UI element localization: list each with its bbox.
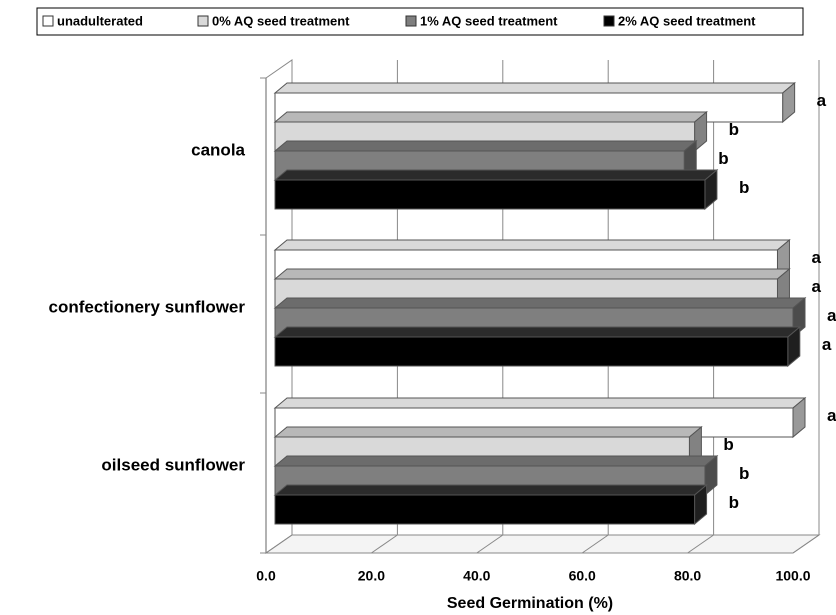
x-tick	[581, 534, 609, 554]
legend-label: 2% AQ seed treatment	[618, 13, 756, 28]
significance-letter: a	[811, 277, 821, 296]
bar-top	[273, 169, 719, 181]
significance-letter: a	[827, 306, 836, 325]
x-tick	[265, 534, 293, 554]
x-tick-label: 100.0	[775, 568, 810, 584]
x-tick-label: 60.0	[569, 568, 596, 584]
legend-label: 1% AQ seed treatment	[420, 13, 558, 28]
significance-letter: a	[817, 91, 827, 110]
significance-letter: b	[739, 464, 749, 483]
bar-top	[273, 268, 791, 280]
significance-letter: a	[811, 248, 821, 267]
legend-swatch	[42, 15, 54, 27]
x-axis-title: Seed Germination (%)	[447, 595, 613, 612]
significance-letter: a	[822, 335, 832, 354]
x-tick-label: 80.0	[674, 568, 701, 584]
bar-top	[273, 239, 791, 251]
bar-top	[273, 397, 807, 409]
x-tick	[792, 534, 820, 554]
significance-letter: b	[729, 493, 739, 512]
significance-letter: a	[827, 406, 836, 425]
bar-top	[273, 426, 703, 438]
bar-top	[273, 140, 698, 152]
legend-label: 0% AQ seed treatment	[212, 13, 350, 28]
bar	[274, 179, 706, 210]
legend-swatch	[405, 15, 417, 27]
x-tick	[687, 534, 714, 554]
x-tick	[476, 534, 504, 554]
bar	[274, 336, 789, 367]
x-tick-label: 0.0	[256, 568, 276, 584]
category-label: oilseed sunflower	[101, 455, 245, 474]
bar-top	[273, 297, 807, 309]
category-label: confectionery sunflower	[49, 297, 246, 316]
x-tick	[371, 534, 398, 554]
legend-box	[36, 7, 804, 36]
significance-letter: b	[718, 149, 728, 168]
x-tick-label: 40.0	[463, 568, 490, 584]
bar-top	[273, 484, 708, 496]
x-tick-label: 20.0	[358, 568, 385, 584]
significance-letter: b	[729, 120, 739, 139]
category-label: canola	[191, 140, 245, 159]
legend-swatch	[603, 15, 615, 27]
bar-top	[273, 82, 797, 94]
legend-swatch	[197, 15, 209, 27]
bar-top	[273, 326, 802, 338]
significance-letter: b	[723, 435, 733, 454]
legend-label: unadulterated	[57, 13, 143, 28]
significance-letter: b	[739, 178, 749, 197]
bar-top	[273, 111, 708, 123]
bar-top	[273, 455, 719, 467]
bar	[274, 494, 696, 525]
